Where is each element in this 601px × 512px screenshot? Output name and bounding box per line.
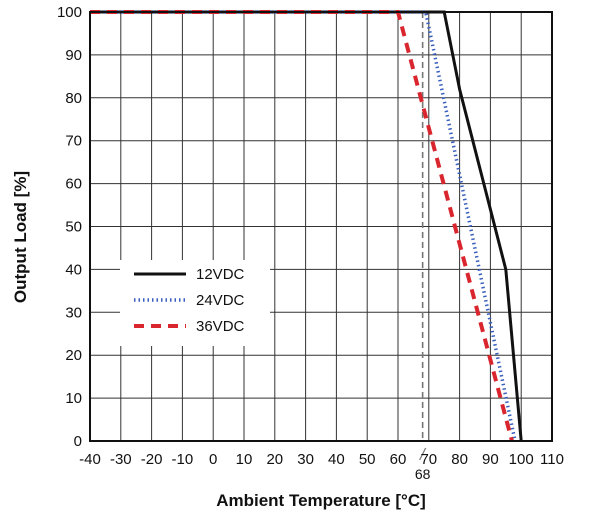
x-tick-label: 70 (420, 451, 437, 468)
plot-border (89, 11, 553, 442)
grid (89, 11, 553, 442)
x-tick-label: 20 (266, 451, 283, 468)
legend-label-36vdc: 36VDC (196, 318, 245, 335)
reference-label: 68 (415, 466, 431, 482)
x-tick-label: 0 (209, 451, 217, 468)
x-tick-label: 50 (359, 451, 376, 468)
y-tick-label: 90 (65, 47, 82, 64)
x-tick-labels: -40 -30 -20 -10 0 10 20 30 40 50 60 70 80 90 100 110 (79, 451, 564, 468)
y-tick-label: 40 (65, 261, 82, 278)
plot-frame (89, 11, 553, 442)
x-axis-title: Ambient Temperature [°C] (216, 491, 426, 510)
y-tick-label: 100 (57, 4, 82, 21)
y-axis-title: Output Load [%] (11, 171, 30, 303)
y-tick-label: 0 (74, 433, 82, 450)
x-tick-label: -40 (79, 451, 101, 468)
x-tick-label: -20 (141, 451, 163, 468)
x-tick-label: -10 (172, 451, 194, 468)
y-tick-label: 60 (65, 176, 82, 193)
x-tick-label: 90 (482, 451, 499, 468)
x-tick-label: 100 (509, 451, 534, 468)
x-tick-label: 110 (540, 451, 564, 468)
y-tick-label: 80 (65, 90, 82, 107)
y-tick-label: 70 (65, 133, 82, 150)
x-tick-label: 80 (451, 451, 468, 468)
y-tick-label: 30 (65, 304, 82, 321)
x-tick-label: 10 (236, 451, 253, 468)
legend-label-12vdc: 12VDC (196, 266, 245, 283)
y-tick-labels: 0 10 20 30 40 50 60 70 80 90 100 (57, 4, 82, 450)
x-tick-label: 60 (390, 451, 407, 468)
x-tick-label: 30 (297, 451, 314, 468)
annotations: 68 (415, 12, 431, 482)
legend-label-24vdc: 24VDC (196, 292, 245, 309)
y-tick-label: 50 (65, 219, 82, 236)
legend: 12VDC 24VDC 36VDC (120, 260, 270, 346)
y-tick-label: 20 (65, 347, 82, 364)
y-tick-label: 10 (65, 390, 82, 407)
reference-leader (419, 447, 427, 461)
x-tick-label: -30 (110, 451, 132, 468)
x-tick-label: 40 (328, 451, 345, 468)
